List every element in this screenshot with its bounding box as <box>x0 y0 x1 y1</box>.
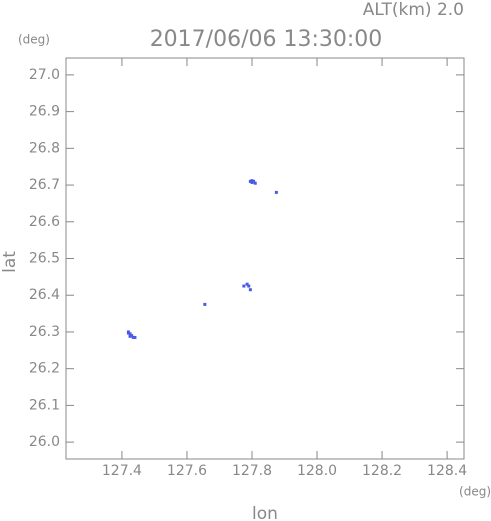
y-tick-label: 26.4 <box>29 287 60 303</box>
y-tick-label: 27.0 <box>29 67 60 83</box>
point <box>248 179 252 183</box>
y-tick-label: 26.5 <box>29 251 60 267</box>
point <box>130 334 134 338</box>
x-tick-label: 128.4 <box>427 463 467 479</box>
point <box>250 179 254 183</box>
point <box>274 190 278 194</box>
point <box>128 334 132 338</box>
point <box>242 284 246 288</box>
x-unit: (deg) <box>459 485 491 499</box>
x-tick-label: 127.8 <box>232 463 272 479</box>
point <box>253 181 257 185</box>
point <box>248 288 252 292</box>
point <box>250 180 254 184</box>
point <box>247 284 251 288</box>
y-tick-label: 26.3 <box>29 324 60 340</box>
point <box>252 179 256 183</box>
y-tick-label: 26.7 <box>29 177 60 193</box>
point <box>245 282 249 286</box>
point <box>203 302 207 306</box>
x-tick-label: 128.2 <box>362 463 402 479</box>
y-tick-label: 26.6 <box>29 214 60 230</box>
y-unit: (deg) <box>18 33 50 47</box>
y-tick-label: 26.8 <box>29 140 60 156</box>
point <box>133 335 137 339</box>
x-tick-label: 127.6 <box>167 463 207 479</box>
point <box>126 331 130 335</box>
x-axis-label: lon <box>252 504 278 521</box>
x-tick-label: 128.0 <box>297 463 337 479</box>
plot-frame <box>65 57 465 460</box>
x-tick-label: 127.4 <box>102 463 142 479</box>
y-tick-label: 26.0 <box>29 434 60 450</box>
subtitle: ALT(km) 2.0 <box>363 0 464 20</box>
y-tick-label: 26.2 <box>29 361 60 377</box>
point <box>131 335 135 339</box>
point <box>128 332 132 336</box>
y-axis-label: lat <box>0 251 20 273</box>
y-tick-label: 26.9 <box>29 104 60 120</box>
chart-title: 2017/06/06 13:30:00 <box>150 27 383 52</box>
y-tick-label: 26.1 <box>29 397 60 413</box>
